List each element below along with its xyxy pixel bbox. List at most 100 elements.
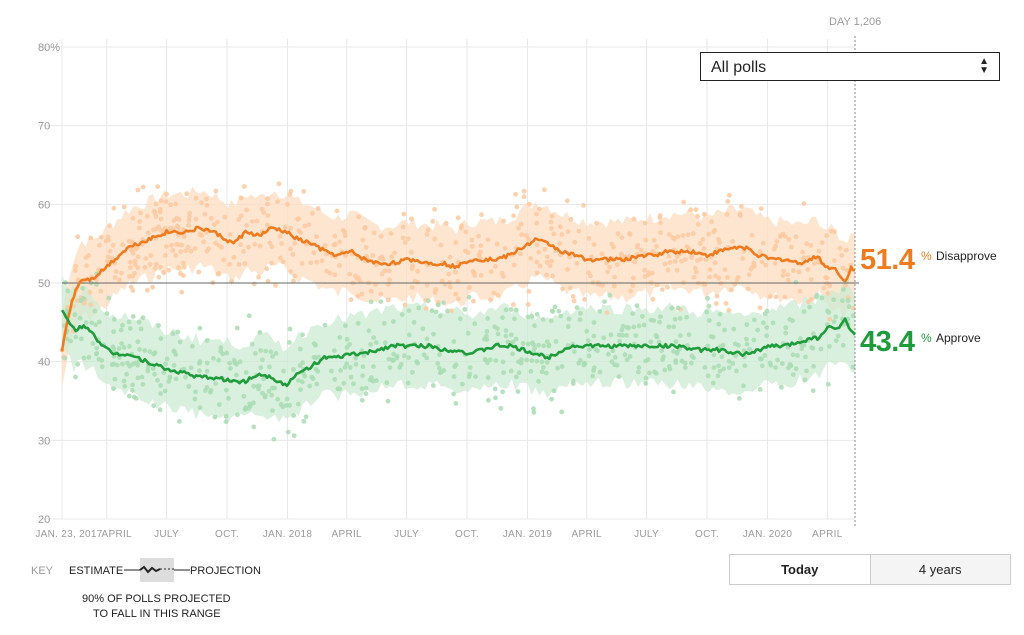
- disapprove-poll-dot: [311, 250, 317, 256]
- disapprove-poll-dot: [392, 250, 397, 256]
- approve-poll-dot: [616, 332, 622, 338]
- disapprove-poll-dot: [785, 277, 791, 283]
- approve-poll-dot: [803, 354, 808, 360]
- disapprove-poll-dot: [576, 228, 582, 234]
- approve-poll-dot: [89, 320, 95, 326]
- disapprove-poll-dot: [130, 273, 136, 279]
- approve-poll-dot: [762, 311, 768, 317]
- approve-poll-dot: [360, 373, 365, 379]
- approve-poll-dot: [482, 336, 487, 342]
- approve-poll-dot: [686, 332, 692, 338]
- disapprove-poll-dot: [371, 230, 377, 236]
- disapprove-poll-dot: [698, 256, 704, 262]
- approve-poll-dot: [716, 321, 722, 327]
- disapprove-poll-dot: [241, 184, 247, 189]
- approve-poll-dot: [145, 365, 151, 370]
- approve-poll-dot: [285, 429, 291, 435]
- disapprove-poll-dot: [688, 207, 694, 213]
- disapprove-poll-dot: [153, 226, 159, 232]
- approve-poll-dot: [608, 332, 614, 338]
- approve-poll-dot: [114, 362, 120, 368]
- disapprove-poll-dot: [469, 243, 475, 249]
- disapprove-poll-dot: [368, 288, 374, 294]
- approve-poll-dot: [81, 355, 87, 361]
- approve-poll-dot: [818, 346, 824, 352]
- disapprove-poll-dot: [723, 301, 729, 306]
- approve-poll-dot: [508, 332, 514, 338]
- disapprove-poll-dot: [850, 305, 856, 311]
- disapprove-poll-dot: [839, 253, 845, 258]
- disapprove-poll-dot: [370, 253, 376, 258]
- disapprove-poll-dot: [193, 195, 199, 201]
- disapprove-poll-dot: [105, 254, 111, 260]
- approve-poll-dot: [534, 358, 540, 364]
- disapprove-poll-dot: [692, 265, 698, 271]
- disapprove-poll-dot: [607, 264, 612, 270]
- approve-poll-dot: [127, 326, 133, 331]
- approve-poll-dot: [253, 351, 258, 356]
- approve-poll-dot: [802, 377, 808, 383]
- approve-poll-dot: [451, 374, 457, 380]
- disapprove-poll-dot: [179, 289, 185, 295]
- approve-poll-dot: [359, 397, 365, 403]
- disapprove-poll-dot: [714, 293, 720, 299]
- disapprove-poll-dot: [157, 207, 163, 212]
- approve-poll-dot: [705, 373, 711, 379]
- disapprove-poll-dot: [565, 229, 571, 235]
- approve-poll-dot: [492, 324, 497, 330]
- disapprove-poll-dot: [748, 266, 754, 272]
- disapprove-poll-dot: [332, 272, 338, 278]
- approve-poll-dot: [612, 362, 617, 368]
- disapprove-poll-dot: [654, 282, 660, 288]
- disapprove-poll-dot: [797, 288, 803, 294]
- approve-poll-dot: [437, 352, 442, 358]
- approve-poll-dot: [574, 305, 580, 310]
- approve-poll-dot: [251, 400, 256, 406]
- disapprove-poll-dot: [479, 212, 484, 218]
- disapprove-poll-dot: [612, 274, 617, 280]
- approve-poll-dot: [597, 309, 603, 314]
- disapprove-poll-dot: [521, 188, 527, 194]
- disapprove-poll-dot: [288, 269, 294, 274]
- approve-poll-dot: [558, 313, 564, 319]
- approve-poll-dot: [361, 353, 367, 359]
- disapprove-poll-dot: [591, 242, 597, 247]
- disapprove-poll-dot: [130, 215, 136, 221]
- approve-poll-dot: [127, 363, 133, 369]
- timespan-toggle: Today 4 years: [729, 554, 1011, 585]
- disapprove-poll-dot: [222, 214, 228, 220]
- four-years-button[interactable]: 4 years: [870, 555, 1010, 584]
- disapprove-poll-dot: [672, 236, 677, 242]
- approve-poll-dot: [770, 320, 776, 326]
- approve-poll-dot: [790, 352, 796, 358]
- approve-poll-dot: [671, 348, 676, 354]
- approve-poll-dot: [607, 292, 613, 298]
- approve-poll-dot: [197, 359, 203, 364]
- approve-poll-dot: [799, 346, 805, 352]
- disapprove-poll-dot: [110, 242, 116, 248]
- disapprove-poll-dot: [476, 233, 481, 239]
- approve-poll-dot: [544, 360, 550, 365]
- disapprove-poll-dot: [72, 268, 78, 273]
- disapprove-poll-dot: [819, 240, 825, 246]
- approve-poll-dot: [441, 300, 446, 306]
- disapprove-poll-dot: [153, 201, 159, 207]
- approve-poll-dot: [582, 361, 588, 367]
- disapprove-poll-dot: [145, 230, 151, 236]
- disapprove-poll-dot: [619, 251, 624, 257]
- approve-poll-dot: [536, 378, 541, 384]
- disapprove-poll-dot: [781, 268, 786, 274]
- today-button[interactable]: Today: [730, 555, 871, 584]
- approve-poll-dot: [397, 365, 403, 370]
- poll-filter-select[interactable]: All polls ▲ ▼: [700, 52, 1000, 81]
- approve-poll-dot: [124, 371, 129, 377]
- disapprove-poll-dot: [568, 285, 573, 291]
- disapprove-poll-dot: [400, 224, 406, 230]
- approve-poll-dot: [520, 341, 526, 346]
- approve-poll-dot: [126, 319, 132, 325]
- estimate-lines: [60, 225, 856, 388]
- approve-poll-dot: [355, 320, 361, 326]
- disapprove-poll-dot: [564, 198, 570, 204]
- disapprove-poll-dot: [526, 236, 531, 242]
- approve-poll-dot: [92, 308, 98, 314]
